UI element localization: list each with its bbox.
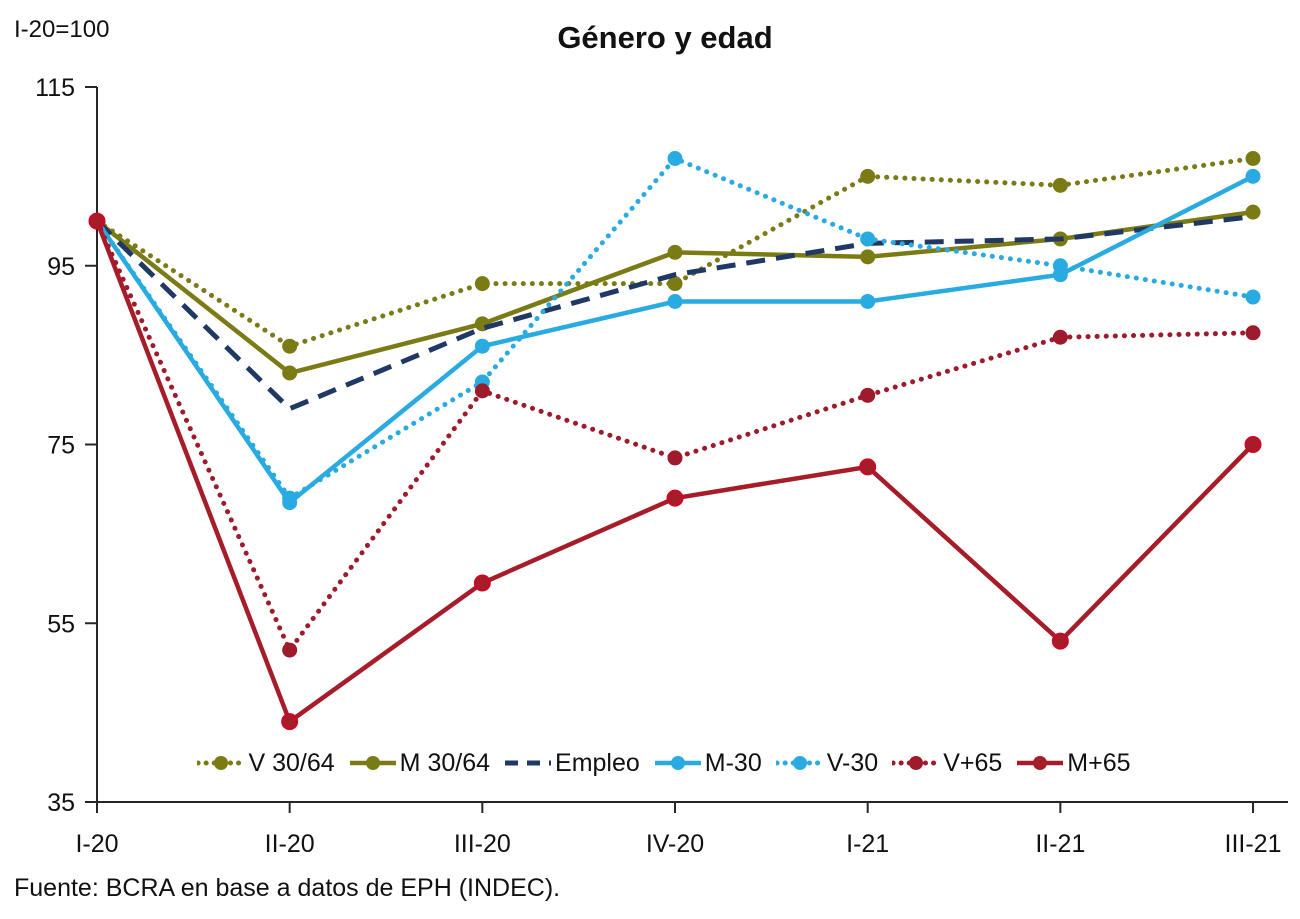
series-marker-m-65: [1244, 436, 1262, 453]
y-tick-label-75: 75: [47, 432, 75, 460]
x-tick-label-ii-21: II-21: [1035, 830, 1085, 858]
series-marker-v-65: [1052, 329, 1068, 345]
series-line-v-30: [94, 155, 1256, 502]
series-marker-v-30-64: [1052, 177, 1068, 193]
series-marker-v-30-64: [474, 276, 490, 292]
series-marker-m-65: [1051, 632, 1069, 650]
legend-swatch-m-30-64: [349, 756, 396, 770]
legend-label-v-30: V-30: [826, 748, 879, 777]
legend-swatch-v-30-64: [197, 756, 246, 770]
legend-label-v-30-64: V 30/64: [248, 748, 335, 777]
y-tick-label-115: 115: [35, 74, 75, 102]
series-marker-v-30: [667, 151, 683, 166]
legend-item-v-30-64: V 30/64: [197, 748, 335, 778]
series-marker-m-30: [474, 338, 490, 354]
axis-unit-note: I-20=100: [14, 16, 110, 43]
series-marker-v-30-64: [860, 168, 876, 184]
series-marker-m-30: [860, 294, 876, 309]
series-marker-m-65: [666, 489, 684, 507]
source-note: Fuente: BCRA en base a datos de EPH (IND…: [14, 874, 561, 902]
series-line-empleo: [95, 214, 1254, 412]
legend-swatch-m-65: [1017, 756, 1064, 770]
x-tick-label-iii-20: III-20: [454, 830, 511, 858]
series-marker-m-65: [473, 574, 491, 592]
series-marker-v-65: [282, 642, 298, 658]
legend-label-v-65: V+65: [943, 748, 1003, 777]
series-marker-m-65: [281, 713, 299, 731]
legend-item-v-30: V-30: [775, 748, 879, 778]
series-marker-m-65: [88, 212, 106, 230]
x-tick-label-ii-20: II-20: [265, 830, 315, 858]
legend-swatch-v-65: [892, 756, 941, 770]
series-marker-m-30-64: [860, 249, 876, 265]
series-marker-v-30: [860, 231, 876, 247]
legend-item-m-65: M+65: [1016, 748, 1131, 778]
y-tick-label-95: 95: [47, 253, 75, 281]
legend-label-m-30-64: M 30/64: [399, 748, 491, 777]
series-marker-v-65: [474, 383, 490, 399]
series-marker-v-65: [860, 387, 876, 403]
series-marker-v-30: [282, 490, 298, 506]
series-marker-v-30: [1052, 258, 1068, 274]
x-tick-label-iv-20: IV-20: [646, 830, 704, 858]
legend-label-m-65: M+65: [1067, 748, 1131, 777]
legend-item-empleo: Empleo: [504, 749, 640, 778]
series-marker-v-30-64: [667, 276, 683, 292]
legend-item-v-65: V+65: [892, 749, 1002, 778]
y-tick-label-55: 55: [47, 610, 75, 638]
series-marker-m-30: [1245, 168, 1261, 184]
series-marker-m-30: [667, 294, 683, 309]
legend-swatch-v-30: [775, 756, 824, 770]
legend-item-m-30-64: M 30/64: [349, 749, 490, 778]
legend-label-empleo: Empleo: [555, 748, 640, 777]
x-tick-label-i-21: I-21: [846, 830, 889, 858]
legend-swatch-empleo: [505, 760, 552, 766]
series-marker-v-30: [1245, 289, 1261, 305]
legend-swatch-m-30: [654, 756, 701, 770]
series-marker-v-30-64: [1245, 151, 1261, 166]
y-tick-label-35: 35: [47, 789, 75, 817]
series-marker-m-30-64: [667, 244, 683, 260]
series-marker-v-30-64: [282, 338, 298, 354]
series-marker-v-65: [1245, 325, 1261, 341]
x-tick-label-i-20: I-20: [75, 830, 118, 858]
series-marker-m-30-64: [1245, 204, 1261, 220]
x-tick-label-iii-21: III-21: [1225, 830, 1282, 858]
legend-item-m-30: M-30: [654, 749, 762, 778]
legend-label-m-30: M-30: [704, 748, 762, 777]
series-marker-m-30-64: [282, 365, 298, 381]
chart-legend: V 30/64 M 30/64 Empleo M-30 V-30 V+65 M+65: [0, 740, 1300, 786]
series-marker-m-65: [859, 458, 877, 476]
series-marker-v-65: [667, 450, 683, 466]
chart-title: Género y edad: [557, 20, 773, 55]
